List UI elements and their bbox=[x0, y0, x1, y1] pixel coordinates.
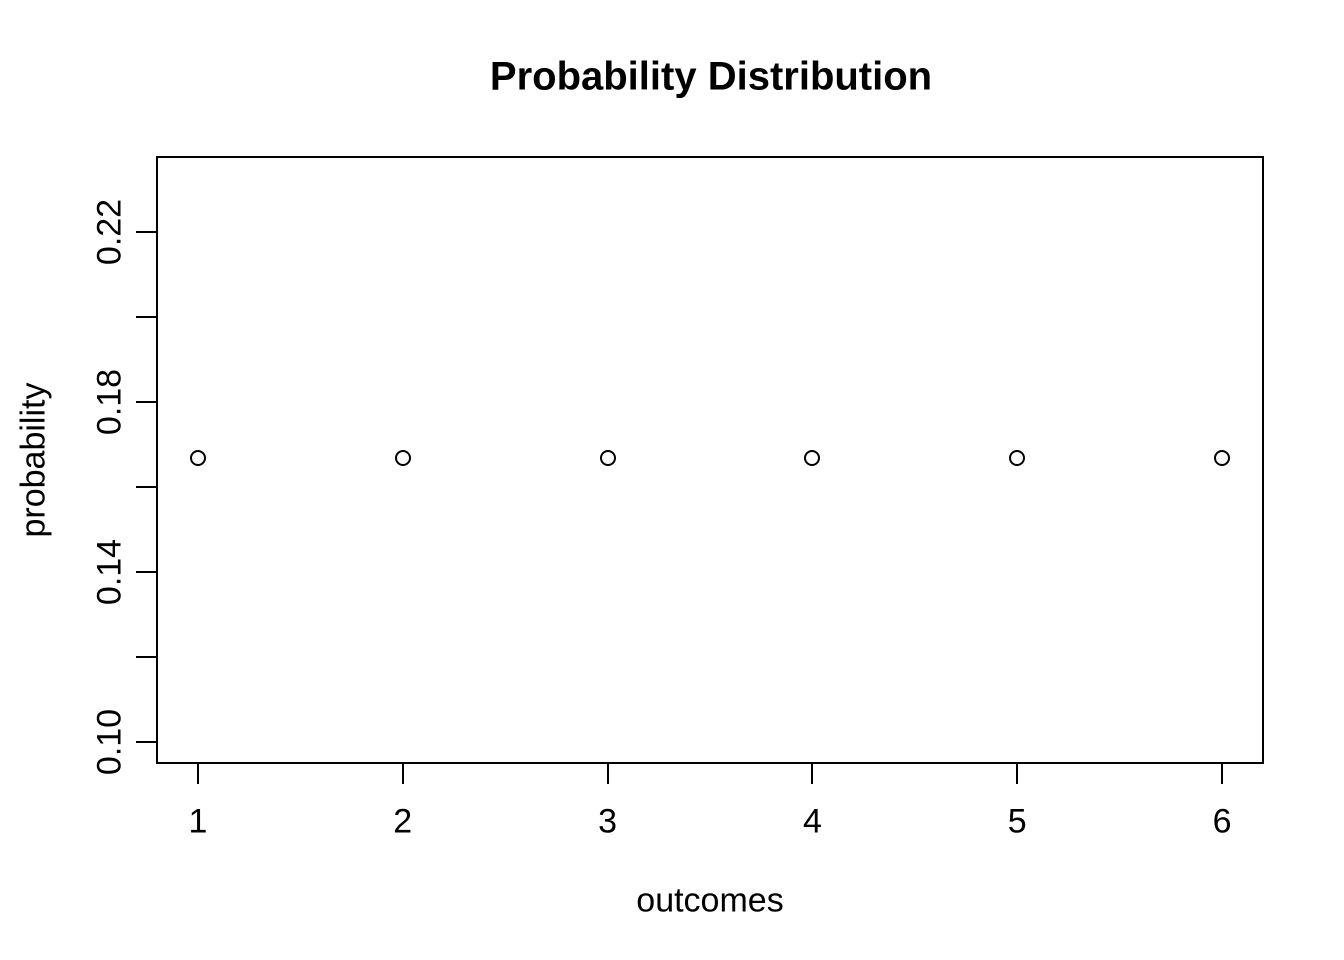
y-axis-tick-label: 0.22 bbox=[90, 198, 129, 265]
y-axis-tick bbox=[136, 485, 156, 488]
y-axis-tick bbox=[136, 400, 156, 403]
x-axis-tick-label: 1 bbox=[188, 802, 208, 841]
data-point bbox=[1009, 450, 1026, 467]
data-point bbox=[394, 450, 411, 467]
x-axis-tick bbox=[811, 764, 814, 784]
x-axis-tick bbox=[401, 764, 404, 784]
x-axis-tick-label: 2 bbox=[393, 802, 413, 841]
y-axis-label: probability bbox=[14, 382, 53, 538]
y-axis-tick bbox=[136, 655, 156, 658]
x-axis-tick-label: 5 bbox=[1007, 802, 1027, 841]
y-axis-tick-label: 0.14 bbox=[90, 538, 129, 605]
x-axis-label: outcomes bbox=[636, 881, 784, 920]
x-axis-tick bbox=[1016, 764, 1019, 784]
y-axis-tick bbox=[136, 570, 156, 573]
plot-area-box bbox=[156, 156, 1264, 764]
data-point bbox=[599, 450, 616, 467]
y-axis-tick-label: 0.18 bbox=[90, 368, 129, 435]
x-axis-tick-label: 4 bbox=[802, 802, 822, 841]
x-axis-tick bbox=[196, 764, 199, 784]
y-axis-tick bbox=[136, 740, 156, 743]
y-axis-tick bbox=[136, 230, 156, 233]
chart-title: Probability Distribution bbox=[489, 54, 933, 99]
x-axis-tick bbox=[606, 764, 609, 784]
y-axis-tick-label: 0.10 bbox=[90, 708, 129, 775]
x-axis-tick bbox=[1221, 764, 1224, 784]
x-axis-tick-label: 3 bbox=[598, 802, 618, 841]
data-point bbox=[189, 450, 206, 467]
y-axis-tick bbox=[136, 315, 156, 318]
data-point bbox=[804, 450, 821, 467]
data-point bbox=[1214, 450, 1231, 467]
x-axis-tick-label: 6 bbox=[1212, 802, 1232, 841]
